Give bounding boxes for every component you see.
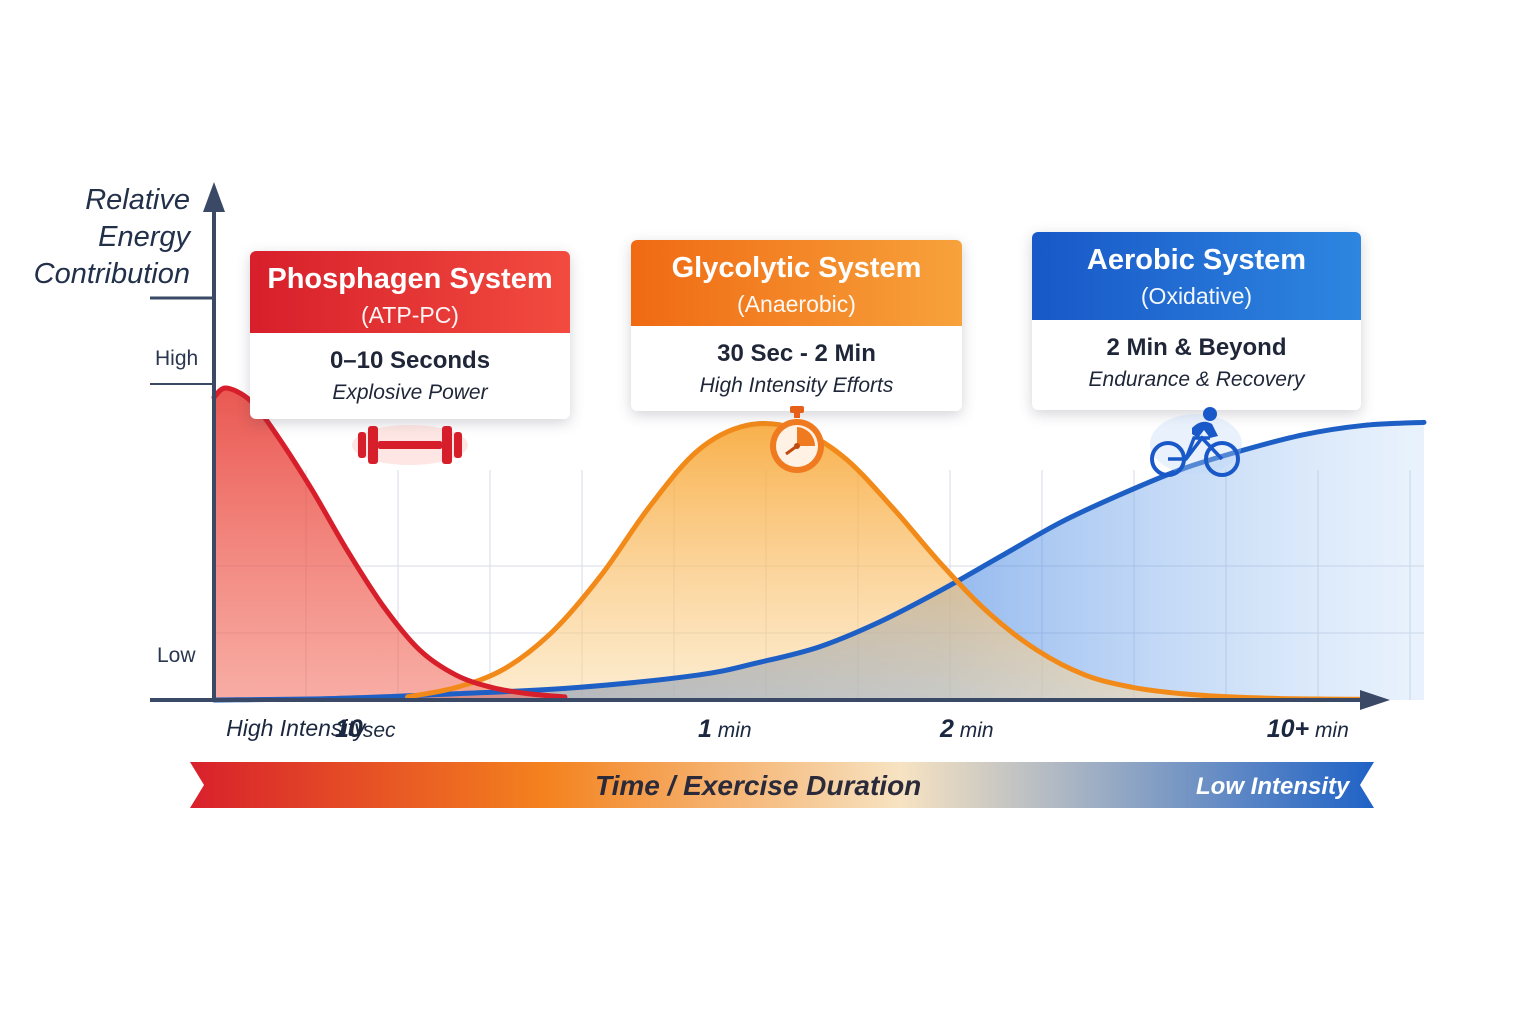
glycolytic-line bbox=[405, 420, 1379, 702]
y-axis-arrow bbox=[203, 182, 225, 212]
x-tick-value: 10+ bbox=[1266, 715, 1310, 743]
x-tick-label: 2 min bbox=[940, 715, 994, 744]
card-body: 30 Sec - 2 Min High Intensity Efforts bbox=[631, 326, 962, 398]
card-title: Aerobic System bbox=[1086, 244, 1307, 276]
card-range: 2 Min & Beyond bbox=[1106, 334, 1287, 361]
high-label: High bbox=[155, 347, 199, 370]
low-intensity-label: Low Intensity bbox=[1196, 773, 1350, 800]
card-header: Glycolytic System (Anaerobic) bbox=[631, 240, 962, 326]
bottom-banner bbox=[190, 762, 1374, 808]
card-description: High Intensity Efforts bbox=[699, 374, 894, 397]
card-header: Phosphagen System (ATP-PC) bbox=[250, 251, 570, 333]
y-axis-title: Relative Energy Contribution bbox=[20, 182, 190, 293]
x-tick-label: High Intensity bbox=[226, 715, 365, 742]
glycolytic-area bbox=[407, 423, 1376, 700]
card-description: Explosive Power bbox=[332, 381, 488, 404]
card-title: Glycolytic System bbox=[671, 252, 922, 284]
phosphagen-card: Phosphagen System (ATP-PC) 0–10 Seconds … bbox=[250, 251, 570, 419]
phosphagen-area bbox=[214, 387, 565, 700]
card-subtitle: (Anaerobic) bbox=[737, 291, 856, 317]
aerobic-area bbox=[214, 422, 1424, 700]
card-body: 0–10 Seconds Explosive Power bbox=[250, 333, 570, 405]
card-subtitle: (ATP-PC) bbox=[361, 302, 459, 328]
x-tick-label: 10+ min bbox=[1267, 715, 1349, 744]
x-tick-label: 1 min bbox=[698, 715, 752, 744]
phosphagen-line bbox=[211, 385, 568, 700]
x-axis-title: Time / Exercise Duration bbox=[595, 770, 922, 801]
card-body: 2 Min & Beyond Endurance & Recovery bbox=[1032, 320, 1361, 392]
x-tick-value: 1 bbox=[698, 715, 712, 743]
y-axis-title-line: Energy bbox=[98, 221, 190, 253]
card-description: Endurance & Recovery bbox=[1088, 368, 1305, 391]
stopwatch-icon bbox=[770, 406, 824, 473]
x-tick-unit: min bbox=[1309, 719, 1349, 742]
card-range: 30 Sec - 2 Min bbox=[717, 340, 876, 367]
x-tick-label: 10sec bbox=[335, 715, 396, 744]
cyclist-icon bbox=[1150, 407, 1242, 477]
card-title: Phosphagen System bbox=[267, 263, 553, 295]
glycolytic-card: Glycolytic System (Anaerobic) 30 Sec - 2… bbox=[631, 240, 962, 411]
aerobic-line bbox=[211, 419, 1427, 703]
x-tick-value: High Intensity bbox=[226, 715, 366, 741]
card-range: 0–10 Seconds bbox=[329, 347, 491, 374]
x-tick-value: 10 bbox=[335, 715, 363, 743]
x-tick-unit: min bbox=[711, 719, 752, 742]
chart-lines bbox=[211, 385, 1427, 703]
aerobic-card: Aerobic System (Oxidative) 2 Min & Beyon… bbox=[1032, 232, 1361, 410]
dumbbell-icon bbox=[352, 425, 468, 465]
x-tick-unit: sec bbox=[362, 719, 396, 742]
card-subtitle: (Oxidative) bbox=[1140, 283, 1253, 309]
x-tick-unit: min bbox=[953, 719, 994, 742]
chart-areas bbox=[214, 387, 1424, 700]
y-axis-title-line: Relative bbox=[85, 184, 190, 216]
x-axis-arrow bbox=[1360, 690, 1390, 710]
low-label: Low bbox=[157, 644, 196, 667]
y-axis-title-line: Contribution bbox=[33, 258, 190, 290]
x-tick-value: 2 bbox=[940, 715, 954, 743]
card-header: Aerobic System (Oxidative) bbox=[1032, 232, 1361, 320]
